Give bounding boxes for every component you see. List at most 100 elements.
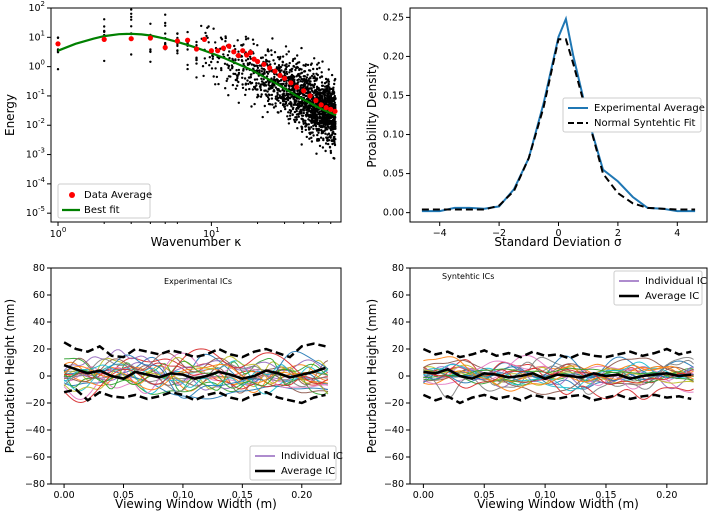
y-tick-label: 10-3 <box>26 147 45 161</box>
scatter-point <box>268 60 271 63</box>
scatter-point <box>266 90 269 93</box>
scatter-point <box>255 84 258 87</box>
scatter-point <box>269 103 272 106</box>
scatter-point <box>295 99 298 103</box>
legend-label-fit: Best fit <box>84 205 120 216</box>
scatter-point <box>293 103 297 106</box>
legend-label-individual: Individual IC <box>281 451 343 462</box>
scatter-point <box>235 79 239 82</box>
scatter-point <box>215 75 219 79</box>
scatter-point <box>201 65 205 68</box>
scatter-point <box>130 12 133 15</box>
scatter-point <box>294 120 297 124</box>
scatter-point <box>176 49 179 52</box>
scatter-point <box>255 78 259 81</box>
scatter-point <box>331 142 334 146</box>
scatter-point <box>305 94 308 98</box>
scatter-point <box>296 127 299 130</box>
scatter-point <box>293 90 296 94</box>
scatter-point <box>332 86 335 89</box>
scatter-point <box>318 144 322 148</box>
scatter-point <box>229 68 232 72</box>
scatter-point <box>329 149 332 153</box>
scatter-point <box>271 103 274 106</box>
scatter-point <box>302 120 305 124</box>
scatter-point <box>259 88 263 92</box>
scatter-point <box>220 68 223 72</box>
scatter-point <box>289 68 292 72</box>
scatter-point <box>262 78 265 81</box>
scatter-point <box>319 88 322 92</box>
data-average-points <box>55 35 338 114</box>
scatter-point <box>312 72 315 76</box>
scatter-point <box>265 94 268 98</box>
scatter-point <box>284 102 288 105</box>
scatter-point <box>283 97 286 101</box>
scatter-point <box>249 76 252 79</box>
scatter-point <box>220 67 223 70</box>
scatter-point <box>286 104 289 107</box>
scatter-point <box>262 68 265 71</box>
scatter-point <box>283 105 286 109</box>
scatter-point <box>264 84 267 87</box>
scatter-point <box>257 82 260 85</box>
experimental-ics-chart: 0.00 0.05 0.10 0.15 0.20 −80 −60 −40 −20 0 20 40 60… <box>3 263 343 511</box>
scatter-point <box>259 86 262 90</box>
scatter-point <box>242 67 245 71</box>
scatter-point <box>224 87 227 90</box>
experimental-average-line <box>421 15 696 213</box>
scatter-point <box>244 88 248 91</box>
scatter-point <box>291 74 294 77</box>
scatter-point <box>294 68 297 72</box>
scatter-point <box>278 80 281 83</box>
average-point <box>307 93 313 99</box>
scatter-point <box>309 63 313 66</box>
scatter-point <box>289 111 292 115</box>
x-axis-ticks: −4 −2 0 2 4 <box>433 222 680 239</box>
scatter-point <box>244 35 248 38</box>
scatter-point <box>305 135 308 139</box>
scatter-point <box>317 131 320 134</box>
scatter-point <box>302 111 305 115</box>
x-tick-label: 0 <box>555 228 561 239</box>
scatter-point <box>300 77 303 81</box>
scatter-point <box>214 67 217 70</box>
scatter-point <box>252 42 255 46</box>
scatter-point <box>164 41 167 45</box>
scatter-point <box>300 46 303 50</box>
scatter-point <box>232 72 235 76</box>
scatter-point <box>275 78 279 81</box>
x-tick-label: 0.00 <box>413 490 434 501</box>
scatter-point <box>268 81 271 84</box>
y-tick-label: 0.25 <box>383 12 404 23</box>
scatter-point <box>284 84 288 88</box>
scatter-point <box>293 118 296 122</box>
scatter-point <box>212 75 215 78</box>
scatter-point <box>255 69 259 72</box>
average-point <box>208 48 214 54</box>
scatter-point <box>226 54 230 57</box>
scatter-point <box>282 70 285 74</box>
scatter-point <box>288 71 291 74</box>
scatter-point <box>205 34 208 38</box>
scatter-point <box>330 73 334 77</box>
scatter-point <box>302 64 305 67</box>
scatter-point <box>230 67 234 70</box>
scatter-point <box>208 56 211 59</box>
scatter-point <box>231 83 235 87</box>
scatter-point <box>130 18 133 21</box>
x-axis-label: Wavenumber κ <box>151 235 242 249</box>
scatter-point <box>285 65 288 69</box>
scatter-point <box>263 104 266 108</box>
scatter-point <box>322 123 325 126</box>
scatter-point <box>312 134 315 137</box>
scatter-point <box>315 77 319 80</box>
scatter-point <box>307 123 310 126</box>
scatter-point <box>304 119 307 123</box>
scatter-point <box>299 86 302 89</box>
x-axis-ticks: 0.00 0.05 0.10 0.15 0.20 <box>413 484 677 501</box>
scatter-point <box>290 105 293 108</box>
scatter-point <box>304 128 307 132</box>
x-tick-label: 0.20 <box>656 490 677 501</box>
scatter-point <box>313 57 316 60</box>
